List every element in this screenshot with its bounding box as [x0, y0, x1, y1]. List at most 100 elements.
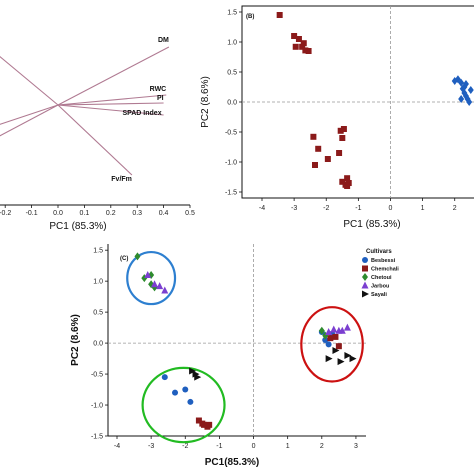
data-point: [276, 12, 283, 18]
data-point: [327, 335, 334, 342]
loading-vector: [57, 104, 133, 176]
legend-item: Chetoui: [371, 275, 392, 281]
x-tick-label: -2: [182, 443, 188, 450]
data-point: [325, 341, 332, 348]
data-point: [195, 417, 202, 424]
y-tick-label: 0.5: [93, 310, 103, 317]
y-tick-label: 0.5: [227, 70, 237, 77]
y-axis-label: PC2 (8.6%): [70, 314, 81, 366]
legend-item: Besbessi: [371, 258, 396, 264]
data-point: [324, 156, 331, 162]
x-tick-label: -3: [291, 205, 297, 212]
legend-title: Cultivars: [366, 249, 392, 255]
data-point: [332, 333, 339, 340]
legend-item: Sayali: [371, 292, 387, 298]
data-point: [325, 327, 333, 335]
y-tick-label: -0.5: [91, 372, 103, 379]
data-point: [340, 126, 347, 132]
data-point: [344, 175, 351, 182]
data-point: [291, 33, 298, 39]
data-point: [302, 47, 309, 54]
data-point: [134, 252, 141, 261]
x-tick-label: 0.1: [80, 210, 90, 217]
loading-label: Fv/Fm: [111, 176, 132, 183]
data-point: [305, 48, 312, 54]
x-tick-label: 2: [453, 205, 457, 212]
legend-marker: [362, 290, 369, 298]
data-point: [343, 323, 351, 331]
loading-line: [0, 104, 59, 137]
y-tick-label: 1.0: [93, 279, 103, 286]
x-tick-label: -1: [355, 205, 361, 212]
data-point: [144, 270, 152, 278]
x-axis-label: PC1(85.3%): [205, 457, 259, 468]
loading-vector: [57, 104, 164, 116]
x-tick-label: 0: [389, 205, 393, 212]
legend-item: Jarbou: [371, 284, 389, 290]
data-point: [292, 43, 299, 50]
data-point: [325, 355, 333, 363]
panel-label: (C): [120, 256, 128, 262]
x-tick-label: -1: [216, 443, 222, 450]
data-point: [206, 421, 213, 428]
loading-label: PI: [157, 95, 164, 102]
legend-marker: [361, 281, 369, 289]
x-tick-label: 3: [354, 443, 358, 450]
x-tick-label: 1: [421, 205, 425, 212]
y-tick-label: 1.5: [227, 10, 237, 17]
y-tick-label: -1.0: [225, 160, 237, 167]
data-point: [466, 98, 473, 106]
y-tick-label: -1.5: [91, 434, 103, 441]
data-point: [339, 178, 346, 185]
x-tick-label: -2: [323, 205, 329, 212]
data-point: [467, 86, 474, 94]
score-plot-panel-b: -4 -3 -2 -1 0 1 2 1.5 1.0 0.5 0.0 -0.5 -1.0 -1.5 PC1 (…: [200, 5, 474, 230]
data-point: [349, 355, 357, 363]
loading-label: RWC: [150, 86, 167, 93]
data-point: [337, 358, 345, 366]
x-axis-label: PC1 (85.3%): [343, 219, 400, 230]
x-tick-label: -4: [114, 443, 120, 450]
data-point: [315, 145, 322, 152]
data-point: [337, 127, 344, 134]
data-point: [338, 326, 346, 334]
data-point: [336, 150, 343, 156]
y-tick-label: -1.5: [225, 190, 237, 197]
data-point: [345, 180, 352, 186]
x-tick-label: -0.2: [0, 210, 11, 217]
data-point: [322, 337, 329, 343]
y-tick-label: 1.5: [93, 248, 103, 255]
data-point: [187, 398, 194, 405]
loading-vector: [57, 46, 170, 106]
x-tick-label: 0.0: [53, 210, 63, 217]
x-tick-label: 0.4: [159, 210, 169, 217]
data-point: [332, 347, 340, 355]
data-point: [458, 78, 465, 87]
cluster-ellipse: [141, 366, 226, 444]
panel-label: (B): [246, 14, 254, 20]
data-point: [151, 280, 159, 288]
y-tick-label: -1.0: [91, 403, 103, 410]
cluster-ellipse: [300, 306, 364, 383]
y-tick-label: 0.0: [93, 341, 103, 348]
x-tick-label: 2: [320, 443, 324, 450]
data-point: [458, 95, 465, 103]
x-tick-label: 1: [286, 443, 290, 450]
cluster-ellipse: [126, 250, 177, 306]
data-point: [172, 389, 179, 396]
x-tick-label: 0.2: [106, 210, 116, 217]
loading-label: DM: [158, 37, 169, 44]
x-tick-label: -0.1: [26, 210, 38, 217]
y-axis-label: PC2 (8.6%): [200, 76, 211, 128]
y-tick-label: -0.5: [225, 130, 237, 137]
x-axis-label: PC1 (85.3%): [49, 221, 106, 232]
x-tick-label: -4: [259, 205, 265, 212]
data-point: [194, 373, 202, 381]
data-point: [295, 36, 302, 42]
x-tick-label: -3: [148, 443, 154, 450]
x-tick-label: 0.5: [185, 210, 195, 217]
loading-vector: [57, 94, 167, 106]
data-point: [318, 326, 325, 335]
legend-marker: [362, 265, 368, 272]
